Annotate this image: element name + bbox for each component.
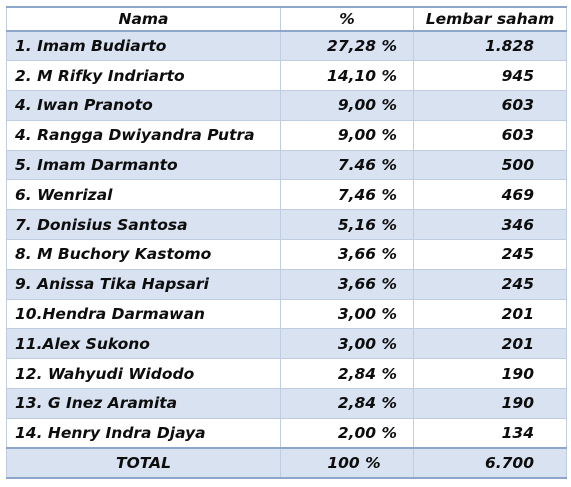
cell-lembar-saham: 190 <box>413 388 567 419</box>
cell-nama: 2. M Rifky Indriarto <box>6 60 281 92</box>
cell-percent: 9,00 % <box>280 90 414 121</box>
cell-lembar-saham: 245 <box>413 239 567 270</box>
cell-percent: 27,28 % <box>280 30 414 62</box>
cell-lembar-saham: 190 <box>413 358 567 390</box>
table-row: 4. Iwan Pranoto 9,00 % 603 <box>6 90 567 121</box>
table-row: 7. Donisius Santosa 5,16 % 346 <box>6 209 567 241</box>
cell-percent: 3,00 % <box>280 298 414 330</box>
cell-lembar-saham: 945 <box>413 60 567 92</box>
cell-lembar-saham: 469 <box>413 179 567 211</box>
cell-nama: 9. Anissa Tika Hapsari <box>6 268 281 300</box>
cell-percent: 14,10 % <box>280 60 414 92</box>
table-row: 5. Imam Darmanto 7.46 % 500 <box>6 149 567 181</box>
cell-lembar-saham: 603 <box>413 90 567 121</box>
table-body: 1. Imam Budiarto 27,28 % 1.828 2. M Rifky I… <box>6 30 567 449</box>
table-row: 1. Imam Budiarto 27,28 % 1.828 <box>6 30 567 62</box>
table-header-row: Nama % Lembar saham <box>6 6 567 32</box>
cell-percent: 5,16 % <box>280 209 414 241</box>
shareholder-table-container: Nama % Lembar saham 1. Imam Budiarto 27,2… <box>6 6 567 479</box>
cell-nama: 7. Donisius Santosa <box>6 209 281 241</box>
table-row: 11.Alex Sukono 3,00 % 201 <box>6 328 567 360</box>
table-row: 4. Rangga Dwiyandra Putra 9,00 % 603 <box>6 119 567 151</box>
cell-lembar-saham: 134 <box>413 417 567 449</box>
header-percent: % <box>280 6 414 32</box>
cell-percent: 3,66 % <box>280 239 414 270</box>
total-label: TOTAL <box>6 447 281 479</box>
cell-lembar-saham: 245 <box>413 268 567 300</box>
table-row: 9. Anissa Tika Hapsari 3,66 % 245 <box>6 268 567 300</box>
cell-lembar-saham: 603 <box>413 119 567 151</box>
table-row: 10.Hendra Darmawan 3,00 % 201 <box>6 298 567 330</box>
cell-nama: 5. Imam Darmanto <box>6 149 281 181</box>
cell-nama: 11.Alex Sukono <box>6 328 281 360</box>
shareholder-table: Nama % Lembar saham 1. Imam Budiarto 27,2… <box>6 6 567 479</box>
cell-percent: 3,66 % <box>280 268 414 300</box>
total-row: TOTAL 100 % 6.700 <box>6 447 567 479</box>
cell-nama: 10.Hendra Darmawan <box>6 298 281 330</box>
table-row: 14. Henry Indra Djaya 2,00 % 134 <box>6 417 567 449</box>
cell-nama: 14. Henry Indra Djaya <box>6 417 281 449</box>
table-row: 12. Wahyudi Widodo 2,84 % 190 <box>6 358 567 390</box>
cell-percent: 9,00 % <box>280 119 414 151</box>
cell-nama: 4. Rangga Dwiyandra Putra <box>6 119 281 151</box>
table-row: 13. G Inez Aramita 2,84 % 190 <box>6 388 567 419</box>
cell-percent: 2,84 % <box>280 358 414 390</box>
cell-nama: 1. Imam Budiarto <box>6 30 281 62</box>
cell-nama: 4. Iwan Pranoto <box>6 90 281 121</box>
table-row: 8. M Buchory Kastomo 3,66 % 245 <box>6 239 567 270</box>
total-percent: 100 % <box>280 447 414 479</box>
cell-nama: 13. G Inez Aramita <box>6 388 281 419</box>
table-row: 6. Wenrizal 7,46 % 469 <box>6 179 567 211</box>
header-lembar-saham: Lembar saham <box>413 6 567 32</box>
cell-lembar-saham: 201 <box>413 298 567 330</box>
cell-nama: 6. Wenrizal <box>6 179 281 211</box>
cell-nama: 8. M Buchory Kastomo <box>6 239 281 270</box>
cell-percent: 3,00 % <box>280 328 414 360</box>
table-row: 2. M Rifky Indriarto 14,10 % 945 <box>6 60 567 92</box>
cell-percent: 7.46 % <box>280 149 414 181</box>
cell-lembar-saham: 1.828 <box>413 30 567 62</box>
cell-percent: 2,84 % <box>280 388 414 419</box>
cell-nama: 12. Wahyudi Widodo <box>6 358 281 390</box>
cell-lembar-saham: 346 <box>413 209 567 241</box>
cell-percent: 7,46 % <box>280 179 414 211</box>
header-nama: Nama <box>6 6 281 32</box>
cell-lembar-saham: 201 <box>413 328 567 360</box>
cell-lembar-saham: 500 <box>413 149 567 181</box>
total-lembar-saham: 6.700 <box>413 447 567 479</box>
cell-percent: 2,00 % <box>280 417 414 449</box>
